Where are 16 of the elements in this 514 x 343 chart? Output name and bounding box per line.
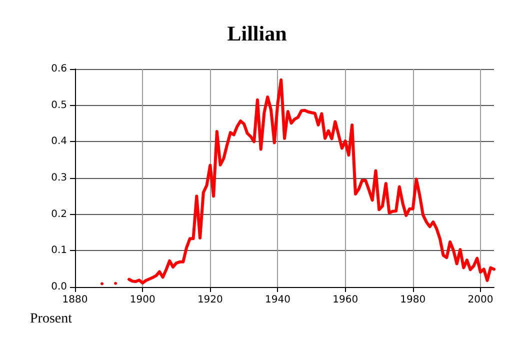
chart-title: Lillian <box>227 22 288 46</box>
x-tick-label: 1900 <box>130 294 156 306</box>
y-tick-label: 0.1 <box>51 245 67 256</box>
y-tick-label: 0.2 <box>51 208 67 220</box>
x-tick-label: 1960 <box>332 294 358 306</box>
y-tick-label: 0.0 <box>51 282 67 292</box>
y-axis-title: Prosent <box>30 312 72 326</box>
y-tick-label: 0.3 <box>51 172 67 184</box>
x-tick-label: 1920 <box>197 294 223 306</box>
y-tick-label: 0.6 <box>51 64 67 74</box>
x-tick-label: 2000 <box>468 294 494 306</box>
y-tick-label: 0.4 <box>51 136 67 148</box>
x-tick-label: 1980 <box>400 294 426 306</box>
x-tick-label: 1880 <box>62 294 88 306</box>
x-tick-label: 1940 <box>265 294 290 306</box>
y-tick-label: 0.5 <box>51 100 67 111</box>
